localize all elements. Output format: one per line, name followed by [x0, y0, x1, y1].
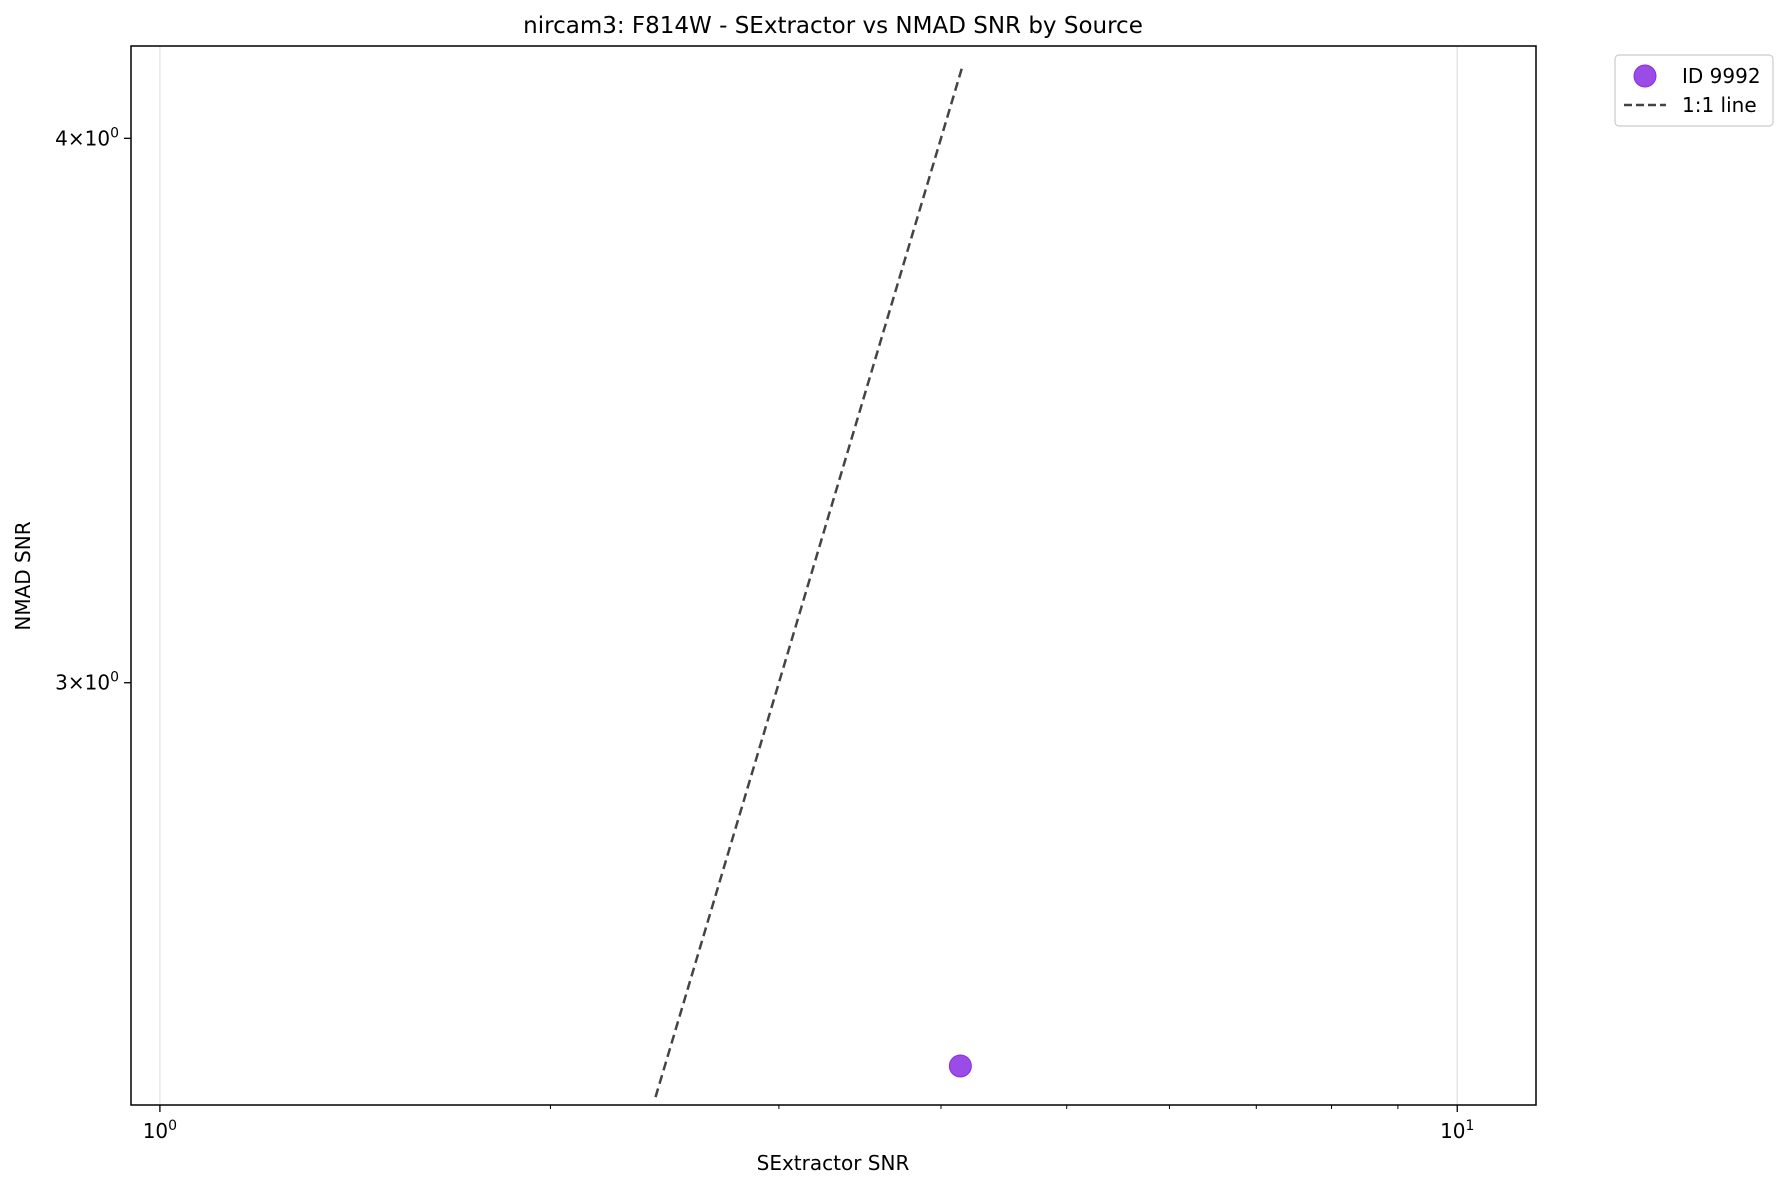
legend-label-id-9992: ID 9992 — [1682, 64, 1761, 88]
legend: ID 9992 1:1 line — [1614, 54, 1774, 127]
plot-area — [130, 45, 1537, 1106]
grid-lines — [159, 46, 1459, 1105]
y-axis-label: NMAD SNR — [11, 521, 35, 630]
legend-marker-id-9992 — [1633, 64, 1657, 88]
x-tick-label-10: 101 — [1440, 1118, 1474, 1143]
chart-marks — [654, 68, 972, 1098]
x-tick-label-1: 100 — [143, 1118, 177, 1143]
legend-label-1-1-line: 1:1 line — [1682, 93, 1757, 117]
chart-title: nircam3: F814W - SExtractor vs NMAD SNR … — [523, 13, 1143, 39]
series-line-1-1 — [654, 68, 963, 1098]
x-axis-ticks: 100 101 — [143, 1105, 1474, 1143]
scatter-point-id-9992 — [948, 1054, 972, 1078]
plot-background — [131, 46, 1536, 1105]
y-axis-ticks: 3×100 4×100 — [55, 125, 131, 695]
y-tick-label-3: 3×100 — [55, 670, 119, 695]
x-axis-label: SExtractor SNR — [757, 1151, 910, 1175]
y-tick-label-4: 4×100 — [55, 125, 119, 150]
plot-frame — [130, 45, 1537, 1106]
